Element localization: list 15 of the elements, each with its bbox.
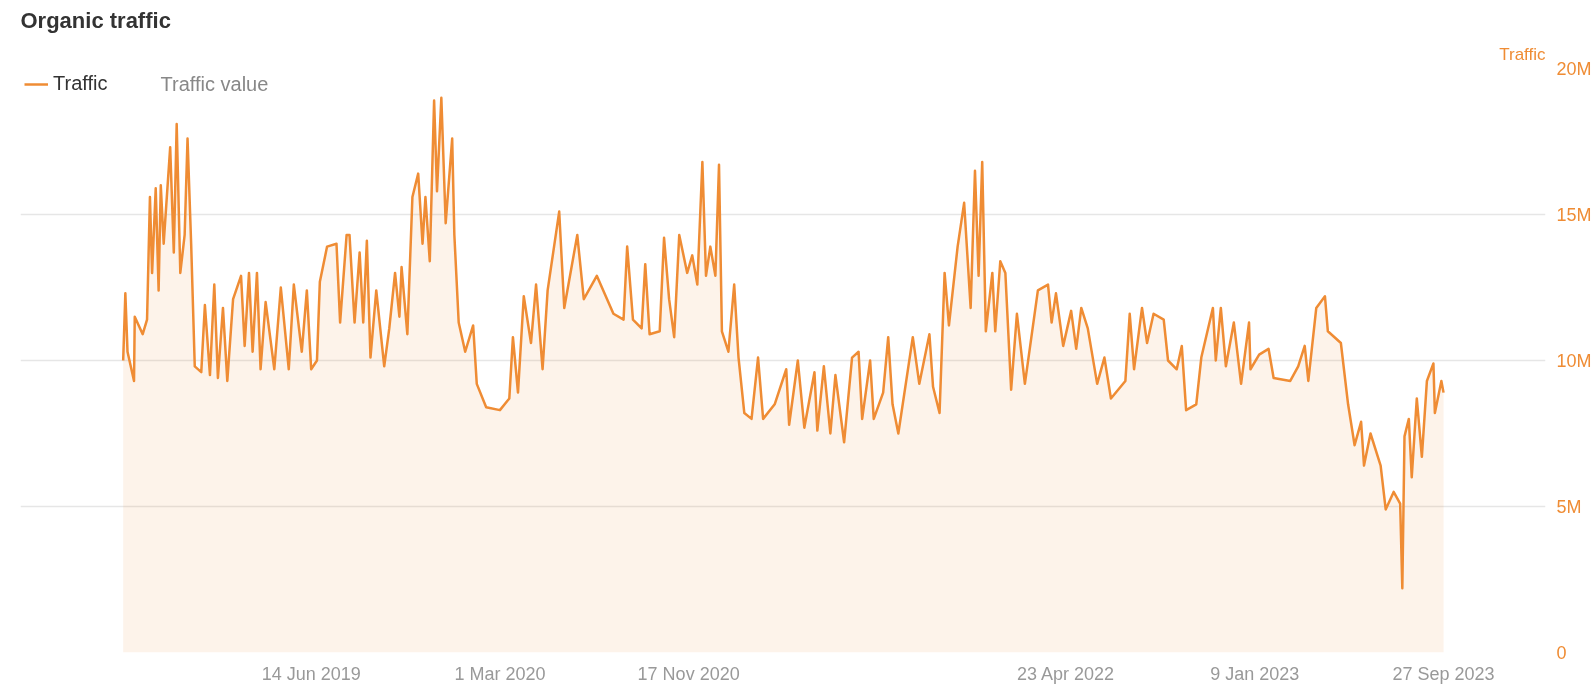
x-tick-label: 17 Nov 2020 [637,663,740,684]
y-axis-title: Traffic [1499,44,1546,64]
y-tick-label: 20M [1556,58,1592,79]
y-tick-label: 0 [1556,642,1567,663]
x-tick-label: 9 Jan 2023 [1210,663,1300,684]
annotation: Traffic value [160,72,269,95]
x-tick-label: 23 Apr 2022 [1017,663,1115,684]
legend-label: Traffic [53,72,108,95]
chart-title: Organic traffic [20,7,171,33]
x-tick-label: 14 Jun 2019 [261,663,361,684]
x-tick-label: 27 Sep 2023 [1392,663,1495,684]
x-tick-label: 1 Mar 2020 [454,663,546,684]
y-tick-label: 5M [1556,496,1582,517]
y-tick-label: 15M [1556,204,1592,225]
y-tick-label: 10M [1556,350,1592,371]
